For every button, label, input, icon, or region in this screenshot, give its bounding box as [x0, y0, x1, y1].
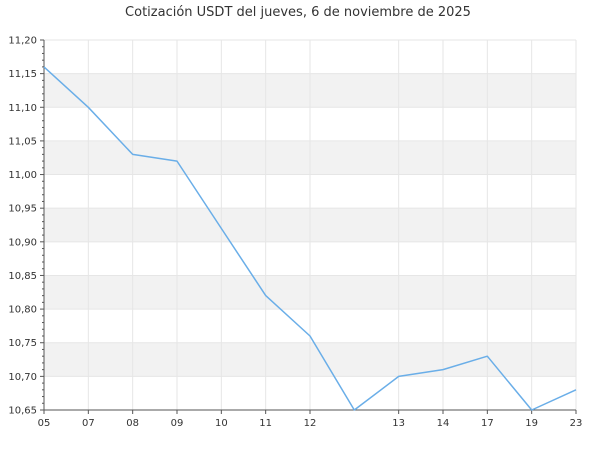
y-tick-label: 10,75 [8, 338, 37, 349]
x-tick-label: 11 [259, 418, 272, 429]
y-tick-label: 10,70 [8, 372, 37, 383]
series-line [43, 66, 577, 411]
x-tick-label: 19 [525, 418, 538, 429]
y-tick-label: 11,00 [8, 170, 37, 181]
x-tick-label: 17 [481, 418, 494, 429]
x-tick-label: 23 [570, 418, 583, 429]
y-tick-label: 11,15 [8, 69, 37, 80]
plot-grid [43, 39, 577, 411]
y-tick-label: 10,80 [8, 305, 37, 316]
x-tick-label: 12 [304, 418, 317, 429]
x-tick-label: 07 [82, 418, 95, 429]
y-tick-label: 11,20 [8, 36, 37, 47]
y-tick-label: 11,05 [8, 136, 37, 147]
x-tick-label: 09 [171, 418, 184, 429]
series-group [43, 66, 577, 411]
y-tick-label: 10,95 [8, 204, 37, 215]
plot-axes [40, 39, 577, 414]
x-tick-label: 10 [215, 418, 228, 429]
y-tick-label: 10,65 [8, 406, 37, 417]
x-tick-label: 08 [126, 418, 139, 429]
x-axis-ticks: 05 07 08 09 10 11 12 13 14 17 19 23 [38, 418, 583, 429]
x-tick-label: 13 [392, 418, 405, 429]
x-tick-label: 05 [38, 418, 51, 429]
chart-title: Cotización USDT del jueves, 6 de noviemb… [125, 5, 471, 20]
y-tick-label: 10,90 [8, 237, 37, 248]
y-axis-ticks: 10,65 10,70 10,75 10,80 10,85 10,90 10,95 11,00… [8, 36, 37, 417]
y-tick-label: 11,10 [8, 103, 37, 114]
x-tick-label: 14 [437, 418, 450, 429]
y-tick-label: 10,85 [8, 271, 37, 282]
